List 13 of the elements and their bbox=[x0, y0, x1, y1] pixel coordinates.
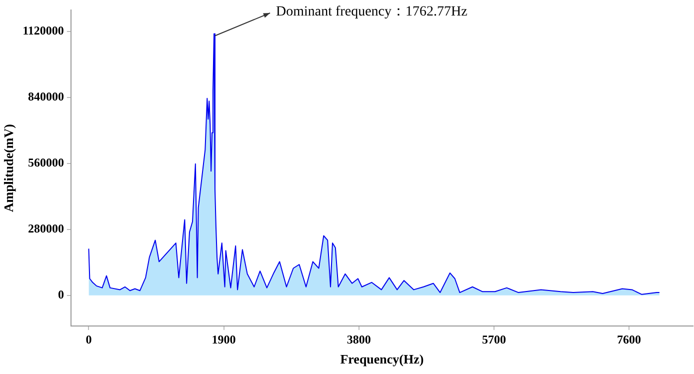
x-tick-label: 0 bbox=[86, 332, 92, 346]
x-axis-title: Frequency(Hz) bbox=[340, 352, 424, 367]
y-tick-label: 840000 bbox=[28, 89, 64, 104]
y-tick-label: 1120000 bbox=[22, 24, 64, 38]
x-tick-label: 5700 bbox=[482, 332, 506, 346]
y-tick-label: 0 bbox=[58, 287, 64, 302]
x-tick-label: 7600 bbox=[617, 332, 642, 346]
x-tick-label: 3800 bbox=[346, 332, 371, 346]
y-axis-title: Amplitude(mV) bbox=[1, 124, 16, 212]
y-tick-label: 560000 bbox=[28, 155, 64, 170]
x-tick-label: 1900 bbox=[212, 332, 236, 346]
annotation: Dominant frequency：1762.77Hz bbox=[276, 4, 468, 20]
y-tick-label: 280000 bbox=[28, 221, 64, 236]
